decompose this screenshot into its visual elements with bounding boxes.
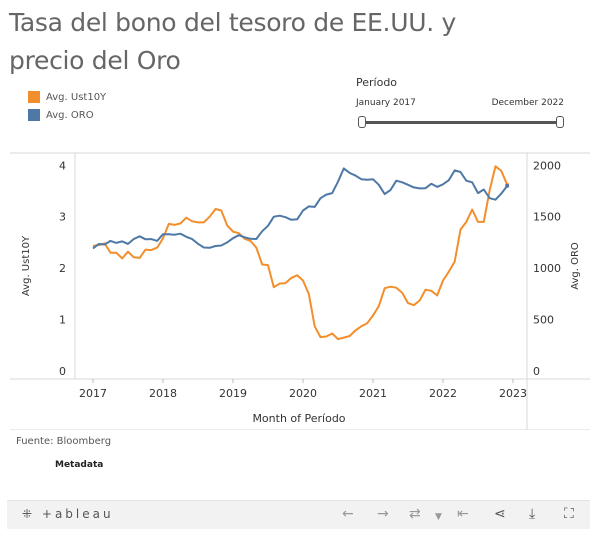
x-tick-label: 2023 (499, 387, 527, 400)
period-range-slider[interactable] (356, 116, 564, 130)
period-start-label: January 2017 (356, 98, 416, 108)
chart-title: Tasa del bono del tesoro de EE.UU. y pre… (9, 8, 456, 75)
y-right-axis-ticks: 0 500 1000 1500 2000 (533, 159, 561, 378)
y-left-tick-label: 4 (59, 159, 66, 172)
tableau-logo[interactable]: ⁜ +ableau (22, 507, 114, 521)
y-left-tick-label: 1 (59, 314, 66, 327)
redo-icon[interactable]: → (377, 506, 389, 522)
legend-swatch-oro (28, 109, 40, 121)
period-end-label: December 2022 (491, 98, 564, 108)
legend-label-ust10y: Avg. Ust10Y (46, 91, 107, 103)
share-icon[interactable]: ⋖ (494, 506, 506, 522)
x-tick-label: 2017 (79, 387, 107, 400)
fullscreen-icon[interactable]: ⛶ (564, 506, 574, 522)
series-line-oro[interactable] (92, 167, 508, 250)
y-left-axis-ticks: 0 1 2 3 4 (59, 159, 66, 378)
y-right-tick-label: 1500 (533, 211, 561, 224)
y-left-tick-label: 0 (59, 365, 66, 378)
revert-icon[interactable]: ⇄ (409, 506, 421, 522)
undo-icon[interactable]: ← (342, 506, 354, 522)
y-right-tick-label: 500 (533, 314, 554, 327)
reset-icon[interactable]: ⇤ (457, 506, 469, 522)
y-right-tick-label: 0 (533, 365, 540, 378)
x-axis-ticks: 2017 2018 2019 2020 2021 2022 2023 (79, 379, 527, 400)
download-icon[interactable]: ⤓ (529, 506, 536, 522)
y-right-axis-title: Avg. ORO (570, 242, 581, 290)
y-right-tick-label: 1000 (533, 262, 561, 275)
x-tick-label: 2021 (359, 387, 387, 400)
series-line-ust10y[interactable] (92, 165, 509, 341)
x-tick-label: 2019 (219, 387, 247, 400)
x-axis-title: Month of Período (252, 412, 345, 425)
y-right-tick-label: 2000 (533, 159, 561, 172)
source-note: Fuente: Bloomberg (16, 436, 112, 447)
slider-track[interactable] (361, 121, 559, 124)
y-left-axis-title: Avg. Ust10Y (21, 235, 32, 296)
y-left-tick-label: 2 (59, 262, 66, 275)
series-lines (92, 165, 510, 341)
tableau-toolbar: ⁜ +ableau ← → ⇄ ▼ ⇤ ⋖ ⤓ ⛶ (7, 500, 590, 529)
tableau-logo-mark: ⁜ (22, 507, 36, 521)
x-tick-label: 2022 (429, 387, 457, 400)
period-filter-title: Período (356, 76, 398, 89)
period-filter: Período January 2017 December 2022 (356, 76, 564, 130)
x-tick-label: 2018 (149, 387, 177, 400)
x-tick-label: 2020 (289, 387, 317, 400)
legend-item-ust10y[interactable]: Avg. Ust10Y (28, 88, 106, 106)
slider-start-handle[interactable] (358, 116, 366, 128)
legend: Avg. Ust10Y Avg. ORO (28, 88, 106, 124)
metadata-link[interactable]: Metadata (55, 460, 104, 470)
series-end-point[interactable] (505, 183, 510, 188)
legend-item-oro[interactable]: Avg. ORO (28, 106, 106, 124)
legend-swatch-ust10y (28, 91, 40, 103)
dual-axis-line-chart: Avg. Ust10Y Avg. ORO Month of Período 0 1… (10, 152, 590, 430)
revert-dropdown-icon[interactable]: ▼ (435, 512, 442, 522)
legend-label-oro: Avg. ORO (46, 109, 94, 121)
tableau-logo-text: +ableau (41, 507, 114, 521)
y-left-tick-label: 3 (59, 211, 66, 224)
slider-end-handle[interactable] (556, 116, 564, 128)
